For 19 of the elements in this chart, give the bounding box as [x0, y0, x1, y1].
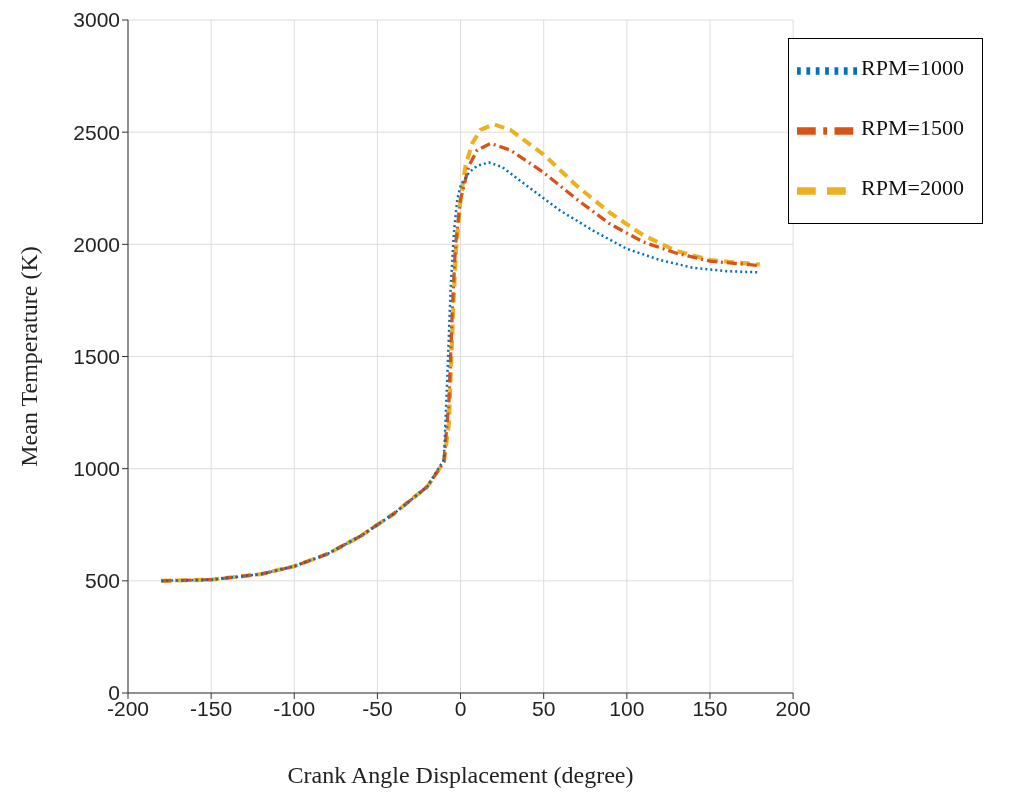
- x-tick-label: -100: [273, 696, 316, 720]
- y-tick-label: 1000: [73, 457, 120, 481]
- y-axis-title: Mean Temperature (K): [15, 246, 42, 467]
- x-tick-label: 200: [775, 696, 811, 720]
- x-tick-label: 100: [609, 696, 645, 720]
- y-tick-label: 2000: [73, 232, 120, 256]
- legend-label: RPM=2000: [861, 174, 964, 200]
- y-tick-label: 1500: [73, 344, 120, 368]
- x-axis-title: Crank Angle Displacement (degree): [287, 762, 634, 788]
- y-tick-label: 3000: [73, 8, 120, 32]
- y-tick-label: 500: [84, 569, 120, 593]
- legend-label: RPM=1000: [861, 54, 964, 80]
- x-tick-label: 50: [532, 696, 556, 720]
- x-tick-label: 0: [454, 696, 467, 720]
- x-tick-label: 150: [692, 696, 728, 720]
- y-tick-label: 2500: [73, 120, 120, 144]
- x-tick-label: -150: [190, 696, 233, 720]
- x-tick-label: -50: [362, 696, 393, 720]
- legend-label: RPM=1500: [861, 114, 964, 140]
